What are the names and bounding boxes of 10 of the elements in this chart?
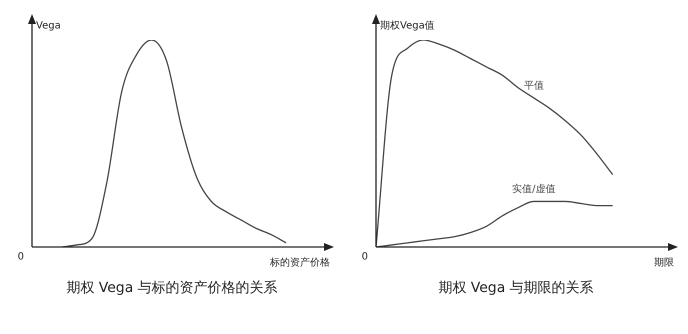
series-label: 实值/虚值	[512, 183, 556, 196]
x-axis-title: 标的资产价格	[269, 256, 330, 269]
x-axis-title: 期限	[654, 256, 674, 269]
series-label: 平值	[524, 80, 544, 92]
text: 期权 Vega 与期限的关系	[437, 279, 595, 297]
y-axis-title: 期权Vega值	[380, 20, 435, 32]
y-axis-title: Vega	[36, 20, 61, 32]
text: 期权 Vega 与标的资产价格的关系	[65, 279, 279, 297]
text: 0	[362, 252, 368, 263]
text: 0	[18, 252, 24, 263]
